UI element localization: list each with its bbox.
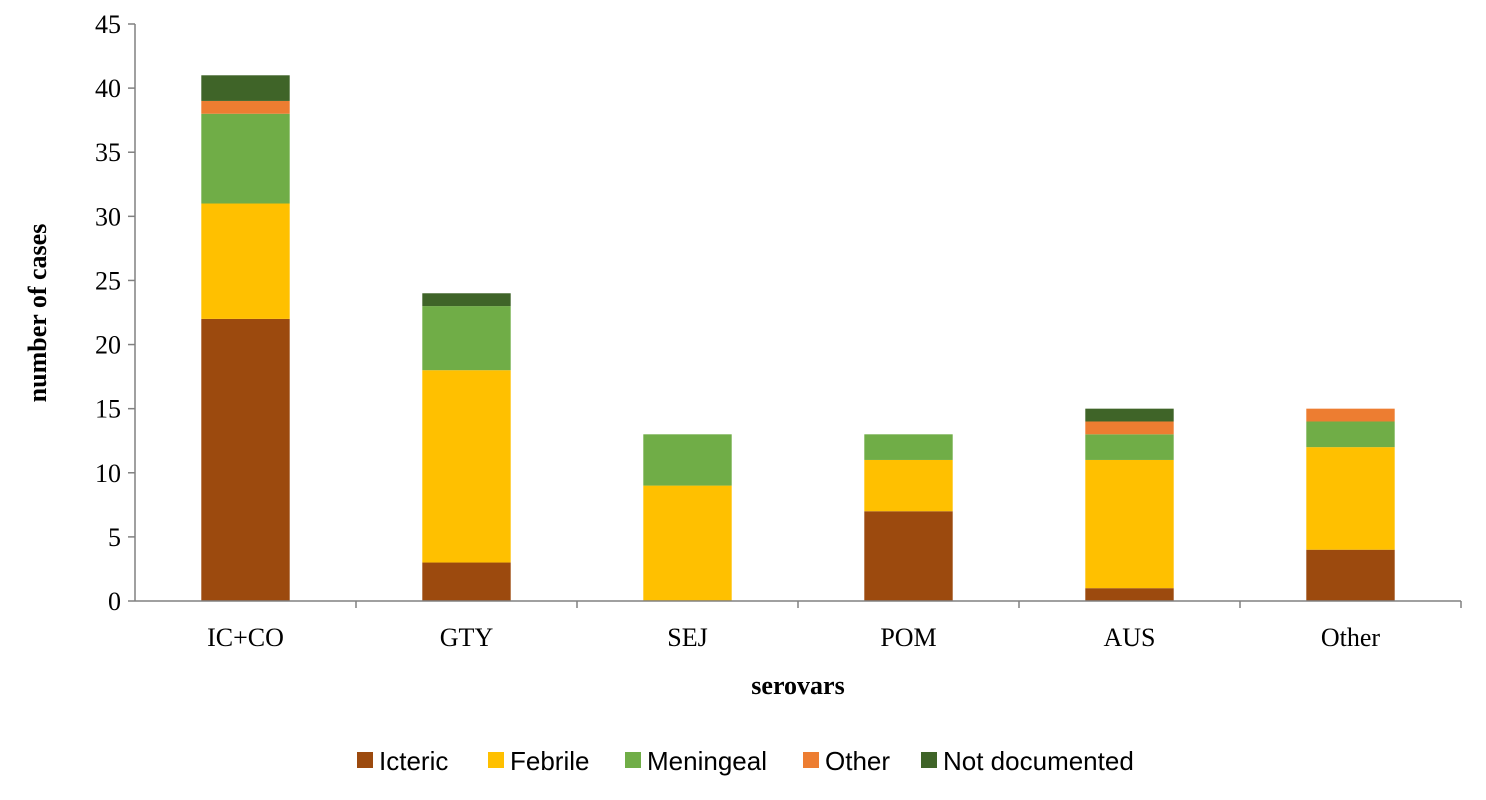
legend-label-icteric: Icteric — [379, 746, 448, 776]
x-tick-label: GTY — [440, 623, 494, 652]
y-tick-labels: 0 5 10 15 20 25 30 35 40 45 — [95, 10, 121, 616]
legend-swatch-not-documented — [921, 752, 937, 768]
bar-segment-not-documented-aus — [1085, 408, 1174, 422]
bar-segment-other-aus — [1085, 421, 1174, 435]
y-tick-label: 10 — [95, 459, 121, 488]
bar-segment-icteric-other — [1306, 549, 1395, 601]
y-tick-label: 35 — [95, 138, 121, 167]
bar-segment-icteric-pom — [864, 511, 953, 601]
bar-segment-meningeal-sej — [643, 434, 732, 486]
bar-segment-febrile-gty — [422, 370, 511, 563]
x-tick-label: Other — [1321, 623, 1381, 652]
y-axis-title: number of cases — [23, 224, 52, 403]
legend: Icteric Febrile Meningeal Other Not document… — [357, 746, 1134, 776]
bar-segment-not-documented-ic-co — [201, 75, 290, 101]
bar-segment-not-documented-gty — [422, 293, 511, 307]
x-tick-label: POM — [880, 623, 936, 652]
y-tick-label: 40 — [95, 74, 121, 103]
bar-segment-icteric-gty — [422, 562, 511, 601]
legend-label-other: Other — [825, 746, 890, 776]
y-tick-label: 20 — [95, 331, 121, 360]
y-tick-label: 0 — [108, 587, 121, 616]
x-tick-label: IC+CO — [207, 623, 284, 652]
x-tick-label: SEJ — [667, 623, 707, 652]
bar-segment-meningeal-other — [1306, 421, 1395, 448]
bar-segment-icteric-aus — [1085, 588, 1174, 601]
bar-segment-meningeal-ic-co — [201, 113, 290, 204]
bar-segment-febrile-pom — [864, 459, 953, 512]
legend-swatch-meningeal — [625, 752, 641, 768]
legend-label-febrile: Febrile — [510, 746, 589, 776]
y-tick-label: 30 — [95, 202, 121, 231]
bar-segment-meningeal-gty — [422, 306, 511, 371]
bars-layer — [201, 75, 1395, 601]
legend-label-meningeal: Meningeal — [647, 746, 767, 776]
bar-segment-febrile-other — [1306, 447, 1395, 550]
y-tick-label: 5 — [108, 523, 121, 552]
bar-segment-meningeal-aus — [1085, 434, 1174, 460]
x-tick-label: AUS — [1103, 623, 1155, 652]
bar-segment-febrile-sej — [643, 485, 732, 601]
y-tick-label: 45 — [95, 10, 121, 39]
y-tick-label: 25 — [95, 266, 121, 295]
y-tick-label: 15 — [95, 395, 121, 424]
bar-segment-other-ic-co — [201, 100, 290, 114]
legend-swatch-febrile — [488, 752, 504, 768]
x-tick-labels: IC+CO GTY SEJ POM AUS Other — [207, 623, 1380, 652]
x-axis-title: serovars — [751, 671, 844, 700]
legend-swatch-other — [803, 752, 819, 768]
bar-segment-febrile-ic-co — [201, 203, 290, 319]
legend-label-not-documented: Not documented — [943, 746, 1134, 776]
bar-segment-meningeal-pom — [864, 434, 953, 460]
legend-swatch-icteric — [357, 752, 373, 768]
bar-segment-febrile-aus — [1085, 459, 1174, 589]
bar-segment-icteric-ic-co — [201, 318, 290, 601]
axes-layer — [128, 23, 1462, 608]
bar-segment-other-other — [1306, 408, 1395, 422]
